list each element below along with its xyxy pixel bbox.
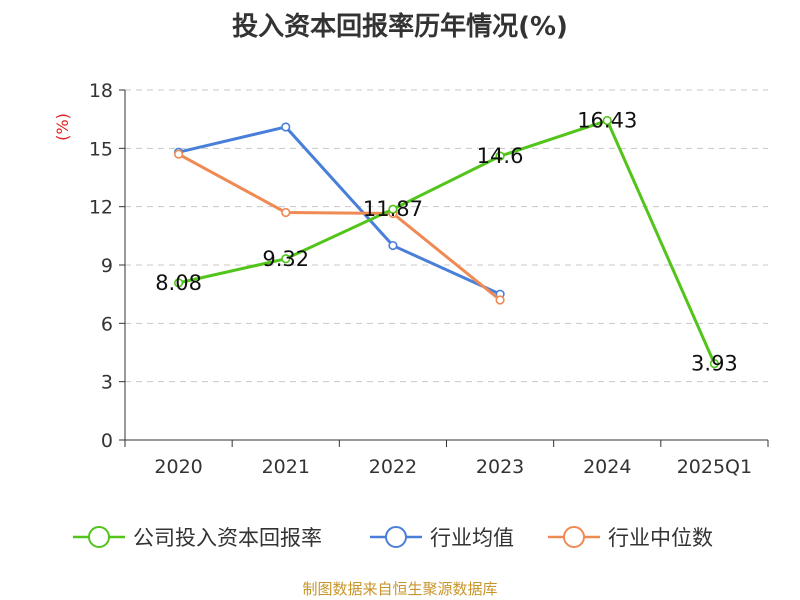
y-tick-label: 9 [101, 255, 113, 277]
data-label: 16.43 [577, 109, 637, 133]
series-line [178, 125, 501, 296]
series-lines [173, 115, 720, 369]
legend-marker [563, 526, 585, 548]
data-point [602, 115, 612, 126]
data-label: 3.93 [691, 352, 738, 376]
legend-marker [385, 526, 407, 548]
data-label: 8.08 [155, 271, 202, 295]
y-tick-label: 0 [101, 430, 113, 452]
data-point [709, 358, 720, 369]
series-line [177, 152, 502, 302]
legend: 公司投入资本回报率 行业均值 行业中位数 [73, 526, 713, 550]
data-point [281, 254, 291, 264]
data-label: 9.32 [262, 247, 309, 271]
data-label: 11.87 [363, 197, 423, 221]
x-tick-label: 2020 [154, 456, 202, 478]
source-footer: 制图数据来自恒生聚源数据库 [302, 580, 498, 598]
data-point [495, 151, 505, 161]
x-tick-label: 2023 [476, 456, 524, 478]
y-tick-label: 6 [101, 313, 113, 335]
legend-label: 公司投入资本回报率 [133, 526, 322, 550]
data-label: 14.6 [477, 144, 524, 168]
data-point [388, 240, 398, 251]
y-tick-label: 12 [89, 197, 113, 219]
x-tick-label: 2022 [369, 456, 417, 478]
axes: 0 3 6 9 12 15 18 2020 2021 2022 2023 2024 2025Q1 (%) [53, 80, 769, 478]
data-point [281, 207, 291, 218]
data-point [388, 204, 398, 214]
legend-label: 行业均值 [430, 526, 514, 550]
y-tick-label: 3 [101, 372, 113, 394]
data-point [173, 149, 184, 159]
y-axis-label: (%) [53, 113, 72, 141]
y-tick-label: 18 [89, 80, 113, 102]
x-tick-label: 2025Q1 [677, 456, 752, 478]
x-tick-label: 2024 [583, 456, 631, 478]
data-point [495, 295, 505, 305]
legend-label: 行业中位数 [608, 526, 713, 550]
data-point [281, 122, 291, 132]
data-point [173, 278, 184, 288]
chart-title: 投入资本回报率历年情况(%) [232, 12, 568, 42]
data-labels: 8.08 9.32 11.87 14.6 16.43 3.93 [155, 109, 738, 376]
series-line [178, 119, 716, 365]
y-tick-label: 15 [89, 138, 113, 160]
grid-lines [125, 89, 768, 383]
x-tick-label: 2021 [262, 456, 310, 478]
legend-marker [88, 526, 110, 548]
